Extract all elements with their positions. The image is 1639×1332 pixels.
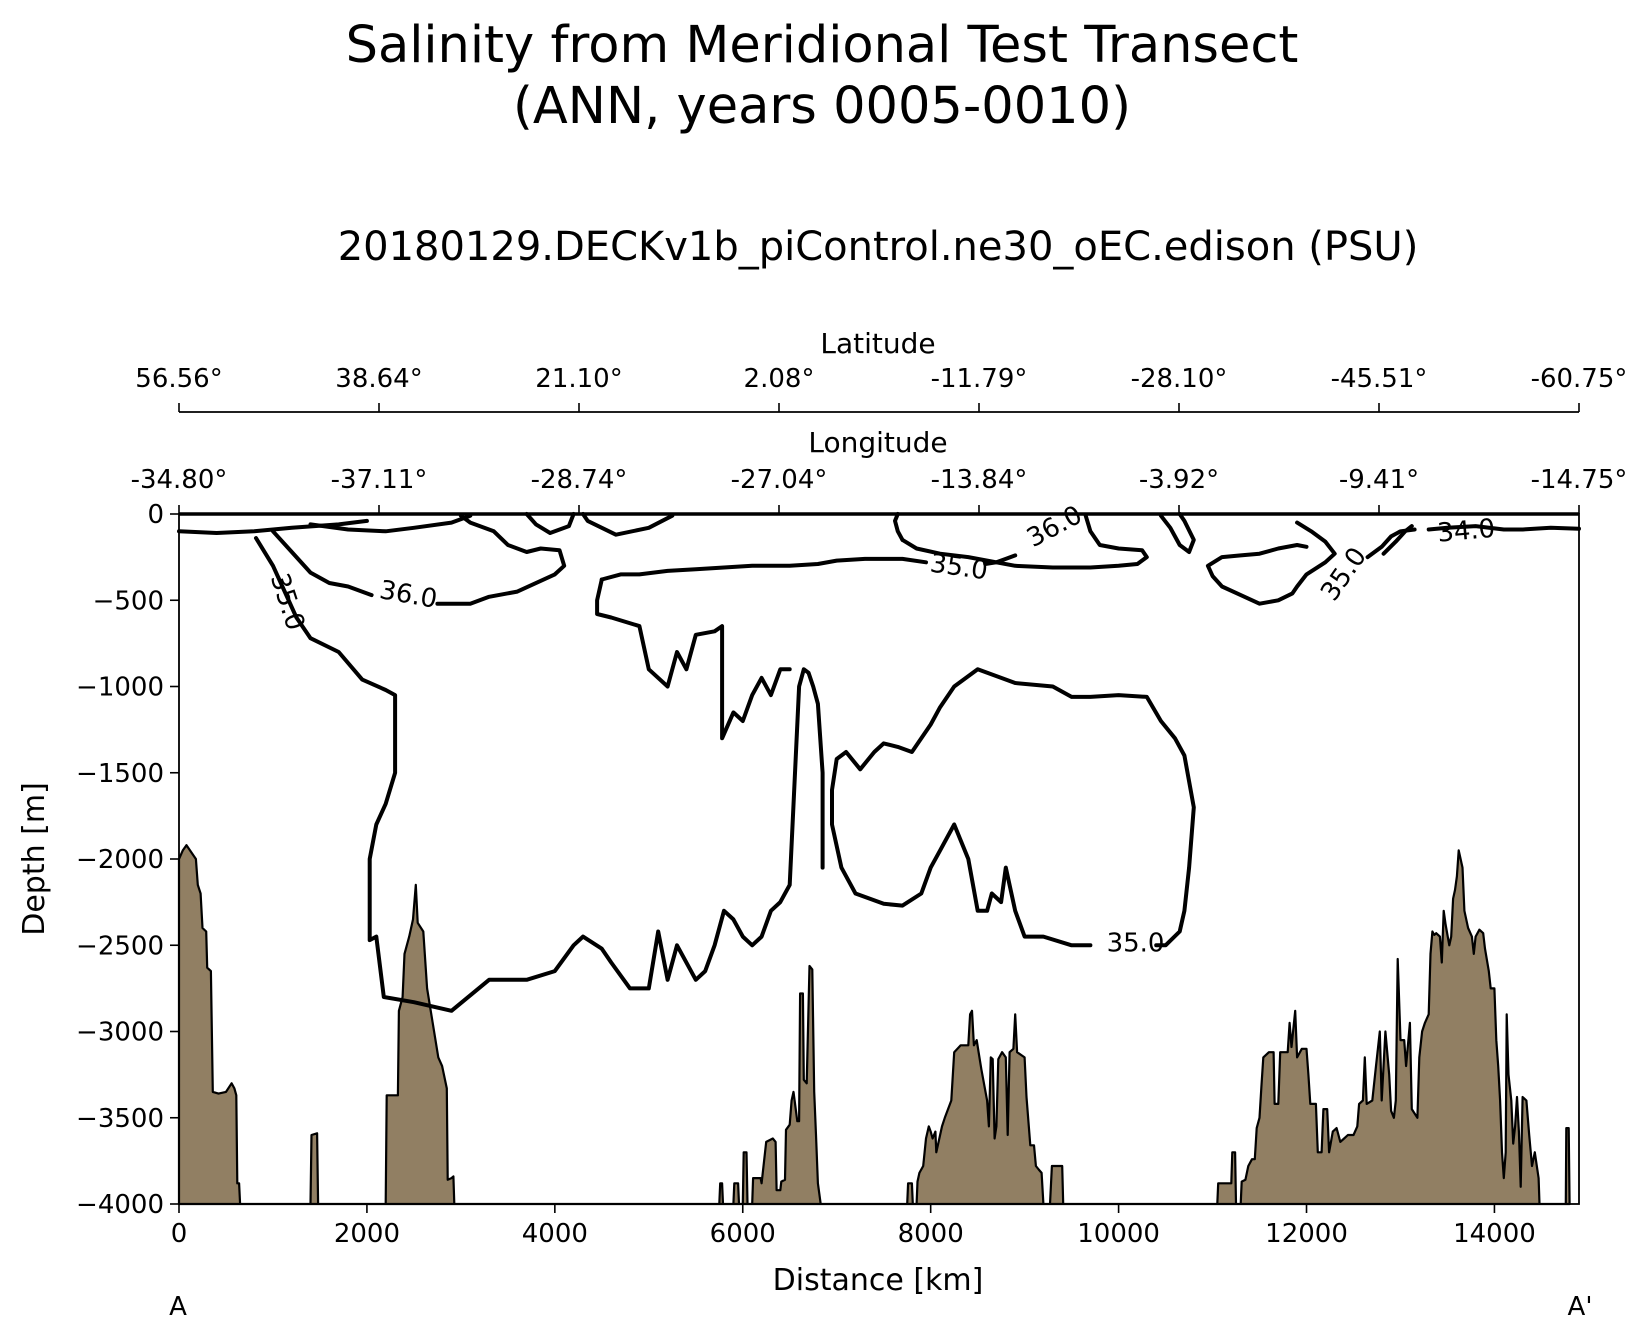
y-tick-label: −1000 (76, 673, 164, 703)
lat-tick-label: -11.79° (931, 364, 1028, 394)
x-tick-label: 6000 (710, 1219, 776, 1249)
lat-tick-label: -60.75° (1531, 364, 1628, 394)
x-tick-label: 2000 (334, 1219, 400, 1249)
lat-tick-label: 21.10° (535, 364, 622, 394)
contour-label: 35.0 (1315, 542, 1373, 607)
contour-line-36-6 (271, 529, 374, 598)
lon-tick-label: -37.11° (331, 465, 428, 495)
contour-line-35-3 (595, 577, 792, 741)
contour-line-36-12 (893, 512, 905, 542)
y-tick-label: −4000 (76, 1190, 164, 1220)
endpoint-start-label: A (169, 1292, 187, 1322)
y-tick-label: −2500 (76, 931, 164, 961)
x-tick-label: 4000 (522, 1219, 588, 1249)
longitude-ticks: -34.80° -37.11° -28.74° -27.04° -13.84° -3.92… (131, 465, 1628, 514)
bathymetry-seafloor (177, 844, 1571, 1206)
contour-label: 34.0 (1436, 514, 1496, 549)
contour-label: 35.0 (1107, 929, 1165, 959)
y-tick-label: −2000 (76, 845, 164, 875)
contour-line-36-9 (524, 512, 576, 535)
lon-tick-label: -13.84° (931, 465, 1028, 495)
contour-line-36-11 (900, 513, 1149, 570)
y-tick-label: 0 (147, 500, 164, 530)
lon-tick-label: -3.92° (1139, 465, 1219, 495)
plot-area: 35.0 36.0 35.0 36.0 35.0 35.0 34.0 (177, 500, 1581, 1206)
contour-line-34-17 (1365, 527, 1417, 560)
contour-line-36-10 (581, 512, 675, 537)
y-axis-label: Depth [m] (17, 782, 52, 936)
lon-tick-label: -34.80° (131, 465, 228, 495)
latitude-axis-label: Latitude (820, 327, 935, 360)
lat-tick-label: -28.10° (1131, 364, 1228, 394)
suptitle-line-1: Salinity from Meridional Test Transect (346, 16, 1299, 75)
contour-line-34-16 (1426, 524, 1581, 532)
contour-line-34-15 (177, 518, 369, 535)
lat-tick-label: 38.64° (335, 364, 422, 394)
x-axis-ticks: 0 2000 4000 6000 8000 10000 12000 14000 (171, 1204, 1536, 1249)
contour-line-36-14 (1205, 520, 1337, 606)
lon-tick-label: -14.75° (1531, 465, 1628, 495)
contour-line-35-2 (599, 556, 928, 582)
contour-label: 36.0 (1022, 500, 1087, 554)
lon-tick-label: -28.74° (531, 465, 628, 495)
bathymetry-layer (177, 844, 1571, 1206)
suptitle-line-2: (ANN, years 0005-0010) (513, 77, 1131, 136)
chart-title: 20180129.DECKv1b_piControl.ne30_oEC.edis… (338, 224, 1419, 270)
x-tick-label: 0 (171, 1219, 188, 1249)
lat-tick-label: 56.56° (135, 364, 222, 394)
contour-label: 35.0 (264, 570, 310, 634)
x-tick-label: 10000 (1077, 1219, 1160, 1249)
lat-tick-label: -45.51° (1331, 364, 1428, 394)
contour-line-36-7 (435, 513, 567, 606)
endpoint-end-label: A' (1568, 1292, 1593, 1322)
x-tick-label: 12000 (1265, 1219, 1348, 1249)
lon-tick-label: -9.41° (1339, 465, 1419, 495)
contour-line-35-1 (830, 667, 1196, 948)
y-tick-label: −500 (93, 586, 164, 616)
contour-label: 36.0 (377, 575, 439, 615)
contour-label-layer: 35.0 36.0 35.0 36.0 35.0 35.0 34.0 (264, 500, 1497, 958)
contour-line-36-13 (1158, 512, 1196, 554)
lat-tick-label: 2.08° (744, 364, 815, 394)
contour-layer (177, 512, 1581, 1013)
y-tick-label: −3500 (76, 1104, 164, 1134)
x-axis-label: Distance [km] (773, 1263, 984, 1298)
contour-line-35-0 (254, 536, 825, 1013)
lon-tick-label: -27.04° (731, 465, 828, 495)
x-tick-label: 14000 (1453, 1219, 1536, 1249)
x-tick-label: 8000 (898, 1219, 964, 1249)
latitude-ticks: 56.56° 38.64° 21.10° 2.08° -11.79° -28.10° -45… (135, 364, 1627, 412)
y-axis-ticks: 0 −500 −1000 −1500 −2000 −2500 −3000 −3500 −4000 (76, 500, 179, 1220)
y-tick-label: −1500 (76, 759, 164, 789)
contour-line-36-8 (308, 513, 473, 534)
y-tick-label: −3000 (76, 1018, 164, 1048)
contour-label: 35.0 (928, 549, 990, 587)
longitude-axis-label: Longitude (808, 426, 947, 459)
